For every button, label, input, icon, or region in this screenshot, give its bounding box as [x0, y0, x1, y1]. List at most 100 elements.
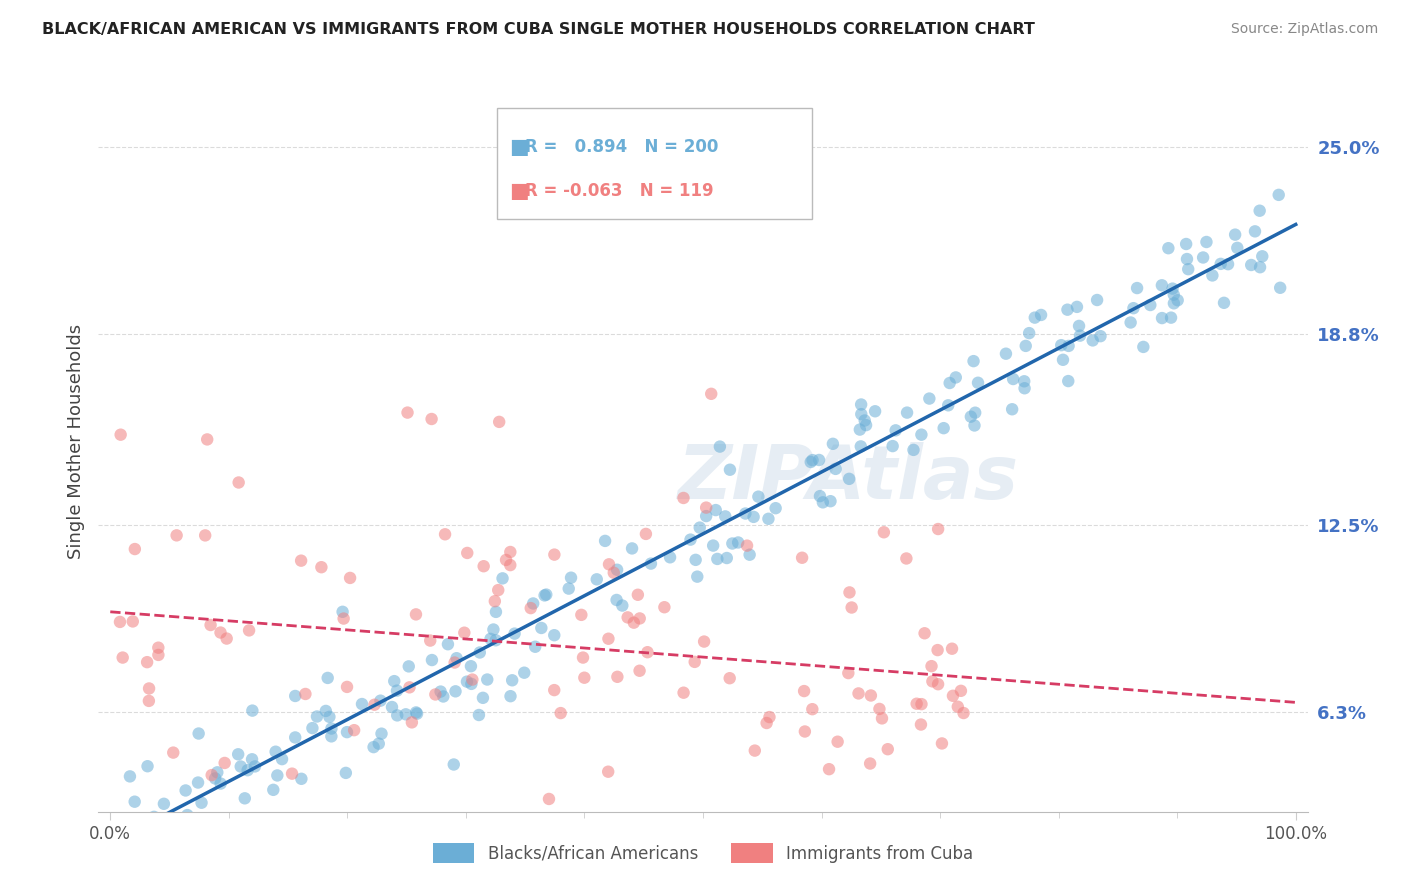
Point: [243, 759, 266, 773]
Point: [370, 726, 392, 740]
Point: [236, 763, 259, 777]
Point: [425, 688, 447, 702]
Point: [453, 625, 475, 640]
Point: [215, 820, 238, 834]
Point: [927, 677, 949, 691]
Point: [838, 585, 860, 599]
Point: [1057, 374, 1080, 388]
Point: [488, 415, 510, 429]
Point: [405, 607, 427, 622]
Point: [585, 572, 607, 586]
Point: [281, 766, 304, 780]
Point: [190, 796, 212, 810]
Point: [1056, 302, 1078, 317]
Point: [557, 835, 579, 849]
Point: [543, 628, 565, 642]
Point: [837, 666, 859, 681]
Point: [896, 406, 918, 420]
Point: [790, 550, 813, 565]
Point: [628, 611, 651, 625]
Point: [689, 520, 711, 534]
Point: [503, 626, 526, 640]
Point: [533, 589, 555, 603]
Point: [965, 406, 987, 420]
Point: [1216, 257, 1239, 271]
Point: [491, 571, 513, 585]
Point: [1177, 262, 1199, 277]
Point: [824, 835, 846, 849]
Point: [859, 689, 882, 703]
Point: [868, 702, 890, 716]
Point: [962, 354, 984, 368]
Point: [910, 697, 932, 711]
Point: [628, 664, 651, 678]
Point: [936, 398, 959, 412]
Point: [606, 670, 628, 684]
Point: [821, 437, 844, 451]
Point: [162, 746, 184, 760]
Point: [148, 814, 170, 828]
Point: [200, 618, 222, 632]
Point: [910, 427, 932, 442]
Point: [238, 624, 260, 638]
Point: [107, 820, 129, 834]
Point: [695, 509, 717, 524]
Point: [1223, 227, 1246, 242]
Point: [1050, 338, 1073, 352]
FancyBboxPatch shape: [498, 108, 811, 219]
Point: [1195, 235, 1218, 249]
Point: [659, 550, 682, 565]
Point: [1069, 328, 1091, 343]
Point: [1240, 258, 1263, 272]
Point: [1057, 339, 1080, 353]
Point: [1018, 326, 1040, 340]
Point: [495, 553, 517, 567]
Point: [718, 671, 741, 685]
Point: [849, 439, 872, 453]
Point: [1090, 329, 1112, 343]
Point: [1192, 251, 1215, 265]
Point: [420, 653, 443, 667]
Point: [1163, 296, 1185, 310]
Point: [332, 605, 354, 619]
Point: [747, 490, 769, 504]
Point: [679, 533, 702, 547]
Point: [468, 708, 491, 723]
Point: [558, 582, 581, 596]
Point: [1244, 224, 1267, 238]
Point: [627, 588, 650, 602]
Point: [1160, 310, 1182, 325]
Point: [266, 768, 288, 782]
Point: [166, 528, 188, 542]
Point: [838, 472, 860, 486]
Point: [229, 759, 252, 773]
Legend: Blacks/African Americans, Immigrants from Cuba: Blacks/African Americans, Immigrants fro…: [426, 837, 980, 870]
Point: [801, 453, 824, 467]
Point: [460, 659, 482, 673]
Point: [262, 782, 284, 797]
Point: [370, 693, 392, 707]
Point: [138, 681, 160, 696]
Point: [501, 673, 523, 688]
Point: [1132, 340, 1154, 354]
Point: [841, 600, 863, 615]
Point: [849, 423, 872, 437]
Point: [700, 386, 723, 401]
Point: [572, 650, 595, 665]
Point: [637, 645, 659, 659]
Point: [1201, 268, 1223, 283]
Point: [522, 597, 544, 611]
Point: [472, 559, 495, 574]
Point: [160, 820, 183, 834]
Point: [921, 674, 943, 689]
Point: [460, 677, 482, 691]
Point: [290, 772, 312, 786]
Point: [695, 500, 717, 515]
Point: [654, 600, 676, 615]
Point: [755, 716, 778, 731]
Point: [209, 625, 232, 640]
Point: [640, 557, 662, 571]
Point: [381, 700, 404, 714]
Point: [444, 684, 467, 698]
Point: [406, 706, 429, 721]
